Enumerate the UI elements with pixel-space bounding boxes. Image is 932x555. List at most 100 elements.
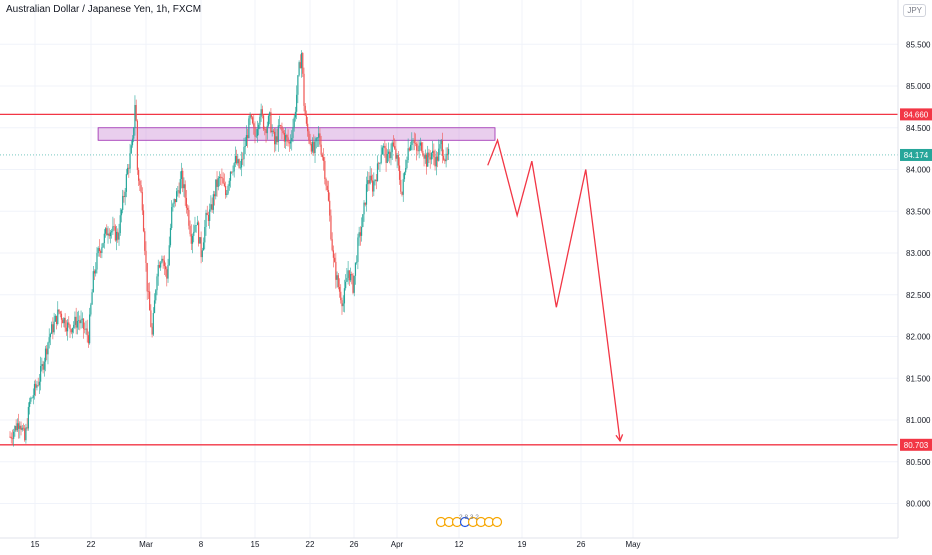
candle-body <box>153 300 156 314</box>
candle-body <box>104 228 107 234</box>
candle-body <box>108 233 110 237</box>
candle-body <box>379 162 381 164</box>
candle-body <box>283 132 285 142</box>
candle-body <box>155 290 157 301</box>
horizontal-levels: 84.660 80.703 84.174 <box>0 108 932 451</box>
candle-body <box>438 148 440 161</box>
candle-body <box>250 115 252 118</box>
candle-body <box>74 316 76 325</box>
candle-body <box>447 148 450 155</box>
candle-body <box>386 153 388 163</box>
candle-body <box>348 270 350 281</box>
candle-body <box>341 300 343 307</box>
candle-body <box>199 237 201 244</box>
price-label-box <box>900 438 932 451</box>
candle-body <box>190 234 192 244</box>
candle-body <box>311 141 314 152</box>
candle-body <box>189 225 191 235</box>
candle-body <box>247 135 249 138</box>
candle-body <box>33 383 36 396</box>
price-tick-label: 85.000 <box>906 82 931 91</box>
candle-body <box>412 140 414 141</box>
candle-body <box>282 130 284 133</box>
candle-body <box>286 135 288 138</box>
candle-body <box>37 385 39 386</box>
candle-body <box>254 126 256 137</box>
price-label-box <box>900 148 932 161</box>
candle-body <box>16 423 18 431</box>
candle-body <box>194 225 196 232</box>
candle-body <box>445 153 447 162</box>
candle-body <box>133 127 135 139</box>
candle-body <box>120 209 123 216</box>
candle-body <box>111 231 113 233</box>
candle-body <box>323 157 325 161</box>
candle-body <box>276 136 278 143</box>
candle-body <box>119 215 121 234</box>
candle-body <box>398 165 401 180</box>
candle-body <box>307 123 309 132</box>
candle-body <box>244 146 246 147</box>
candlestick-series <box>9 50 450 447</box>
candle-body <box>85 328 87 330</box>
candle-body <box>22 427 25 429</box>
candle-body <box>139 180 141 186</box>
candle-body <box>375 179 377 182</box>
candle-body <box>62 319 64 324</box>
candle-body <box>232 171 234 173</box>
candle-body <box>98 248 101 252</box>
candle-body <box>188 209 190 226</box>
candle-body <box>123 195 125 198</box>
candle-body <box>422 150 424 156</box>
candle-body <box>261 109 263 116</box>
candle-body <box>11 438 14 440</box>
candle-body <box>135 105 137 121</box>
candle-body <box>334 257 336 262</box>
candle-body <box>326 185 328 191</box>
candle-body <box>10 436 12 439</box>
candle-body <box>118 233 120 240</box>
candle-body <box>109 232 112 237</box>
candle-body <box>296 94 298 112</box>
candle-body <box>169 228 172 246</box>
candle-body <box>51 324 53 334</box>
projection-arrowhead <box>615 434 624 443</box>
candle-body <box>168 245 170 266</box>
candle-body <box>343 288 346 304</box>
candle-body <box>60 313 63 320</box>
candle-body <box>142 210 145 232</box>
candle-body <box>378 163 380 164</box>
events-markers[interactable]: 2 8 3 2 <box>435 514 503 528</box>
currency-badge[interactable]: JPY <box>903 4 926 17</box>
candle-body <box>417 150 419 152</box>
candle-body <box>63 317 65 324</box>
candle-body <box>347 270 349 278</box>
candle-body <box>405 168 407 173</box>
candle-body <box>20 425 22 430</box>
candle-body <box>227 185 229 194</box>
candle-body <box>221 176 223 179</box>
candle-body <box>124 191 126 198</box>
time-tick-label: Apr <box>391 540 404 549</box>
candle-body <box>81 318 83 320</box>
candle-body <box>9 436 11 438</box>
time-tick-label: 8 <box>199 540 204 549</box>
candle-body <box>331 239 333 251</box>
candle-body <box>144 231 146 251</box>
candle-body <box>32 395 34 398</box>
candle-body <box>95 269 97 274</box>
candle-body <box>367 180 369 185</box>
candle-body <box>131 138 134 146</box>
candle-body <box>52 324 54 333</box>
candle-body <box>318 133 320 138</box>
candle-body <box>201 250 203 258</box>
candle-body <box>209 209 211 221</box>
candle-body <box>193 231 195 236</box>
candle-body <box>55 315 58 324</box>
candle-body <box>27 406 29 429</box>
candle-body <box>36 385 38 388</box>
time-tick-label: 26 <box>577 540 586 549</box>
candle-body <box>75 316 77 328</box>
candle-body <box>424 154 426 159</box>
